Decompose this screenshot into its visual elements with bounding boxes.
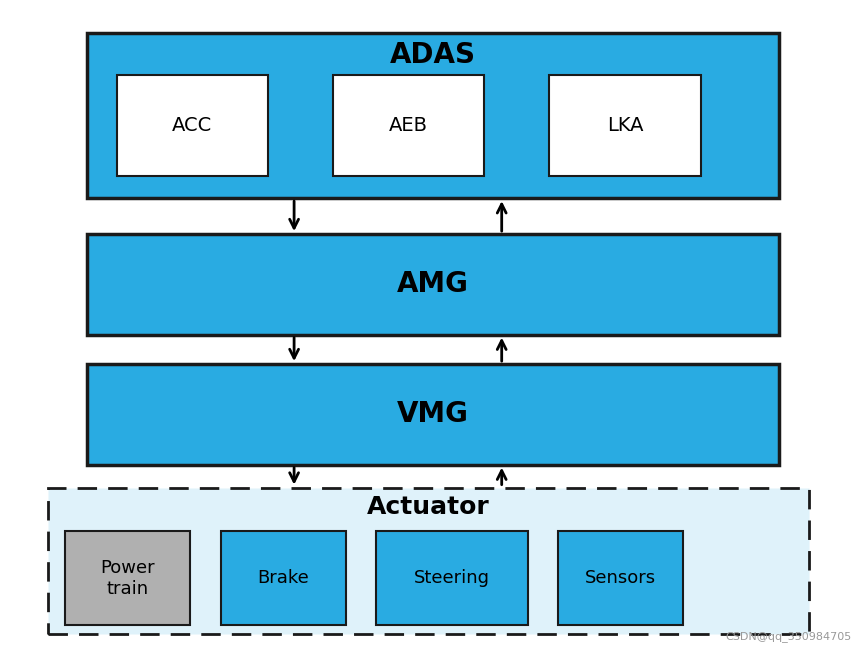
Text: Sensors: Sensors [585, 569, 657, 587]
Text: AEB: AEB [389, 116, 428, 135]
Bar [65, 531, 190, 625]
Text: VMG: VMG [396, 400, 469, 428]
Bar [86, 32, 778, 198]
Text: Steering: Steering [414, 569, 490, 587]
Text: Power
train: Power train [100, 559, 155, 597]
Bar [86, 234, 778, 335]
Text: LKA: LKA [606, 116, 644, 135]
Bar [376, 531, 528, 625]
Text: CSDN@qq_350984705: CSDN@qq_350984705 [726, 631, 852, 642]
Text: Brake: Brake [258, 569, 309, 587]
Bar [117, 75, 268, 176]
Bar [221, 531, 346, 625]
Bar [333, 75, 484, 176]
Text: Actuator: Actuator [367, 495, 490, 519]
Bar [558, 531, 683, 625]
Text: AMG: AMG [396, 270, 469, 298]
Bar [48, 488, 809, 634]
Text: ADAS: ADAS [389, 41, 476, 70]
Text: ACC: ACC [172, 116, 213, 135]
Bar [549, 75, 701, 176]
Bar [86, 364, 778, 465]
